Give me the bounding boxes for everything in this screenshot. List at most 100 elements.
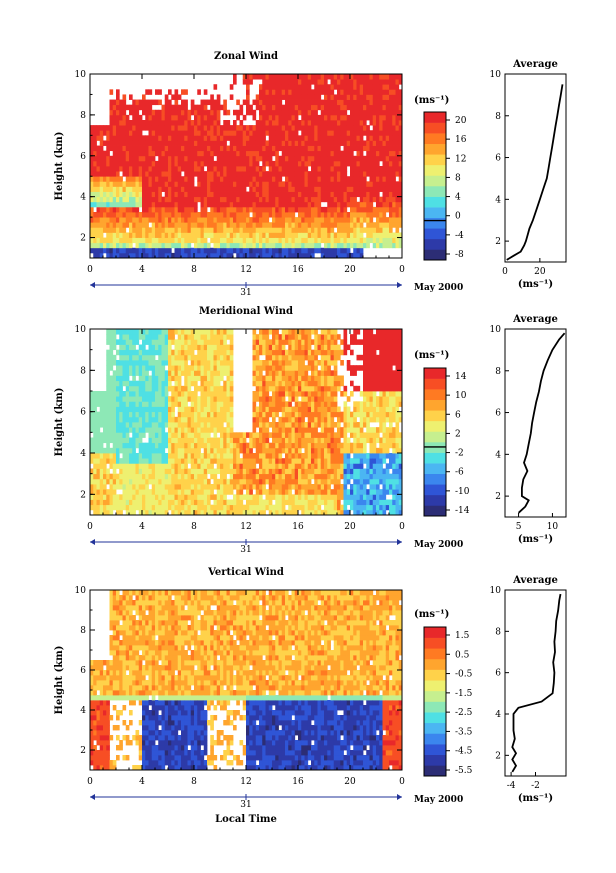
heatmap-cell xyxy=(372,145,377,152)
heatmap-cell xyxy=(275,499,279,506)
heatmap-cell xyxy=(363,74,367,80)
heatmap-cell xyxy=(138,217,143,223)
heatmap-cell xyxy=(242,494,247,500)
heatmap-cell xyxy=(177,453,182,459)
heatmap-cell xyxy=(151,130,156,136)
heatmap-cell xyxy=(122,422,127,428)
heatmap-cell xyxy=(259,349,263,356)
heatmap-cell xyxy=(210,391,214,397)
heatmap-cell xyxy=(96,432,101,438)
heatmap-cell xyxy=(109,494,114,500)
heatmap-cell xyxy=(353,104,357,111)
heatmap-cell xyxy=(398,114,403,121)
heatmap-cell xyxy=(164,212,169,218)
heatmap-cell xyxy=(119,391,123,397)
heatmap-cell xyxy=(359,74,364,80)
heatmap-cell xyxy=(109,458,114,464)
heatmap-cell xyxy=(395,212,400,218)
heatmap-cell xyxy=(164,191,169,198)
heatmap-cell xyxy=(151,468,156,475)
heatmap-cell xyxy=(304,206,309,213)
heatmap-cell xyxy=(148,463,153,469)
heatmap-cell xyxy=(262,453,266,459)
heatmap-cell xyxy=(382,99,387,106)
heatmap-cell xyxy=(337,217,341,223)
heatmap-cell xyxy=(272,237,276,244)
heatmap-cell xyxy=(272,478,276,485)
heatmap-cell xyxy=(187,509,192,516)
heatmap-cell xyxy=(275,176,279,182)
heatmap-cell xyxy=(314,130,318,136)
heatmap-cell xyxy=(116,227,120,233)
colorbar-swatch xyxy=(424,133,446,145)
heatmap-cell xyxy=(220,160,224,167)
heatmap-cell xyxy=(106,181,110,187)
heatmap-cell xyxy=(229,406,234,413)
heatmap-cell xyxy=(301,94,305,100)
heatmap-cell xyxy=(151,171,156,177)
heatmap-cell xyxy=(181,468,185,475)
heatmap-cell xyxy=(285,145,289,152)
heatmap-cell xyxy=(177,145,182,152)
heatmap-cell xyxy=(288,232,292,238)
heatmap-cell xyxy=(311,237,315,244)
heatmap-cell xyxy=(135,365,140,371)
heatmap-cell xyxy=(197,370,201,376)
heatmap-cell xyxy=(158,125,162,131)
heatmap-cell xyxy=(129,135,133,141)
heatmap-cell xyxy=(229,196,234,203)
heatmap-cell xyxy=(151,509,156,516)
heatmap-cell xyxy=(93,411,97,418)
heatmap-cell xyxy=(236,140,240,146)
heatmap-cell xyxy=(177,432,182,438)
heatmap-cell xyxy=(161,109,166,116)
heatmap-cell xyxy=(382,74,387,80)
heatmap-cell xyxy=(265,396,270,402)
heatmap-cell xyxy=(181,339,185,345)
heatmap-cell xyxy=(327,166,331,172)
heatmap-cell xyxy=(161,339,166,345)
heatmap-cell xyxy=(197,396,201,402)
heatmap-cell xyxy=(90,401,94,407)
heatmap-cell xyxy=(164,247,169,254)
heatmap-cell xyxy=(301,237,305,244)
heatmap-cell xyxy=(392,206,396,213)
heatmap-cell xyxy=(285,99,289,106)
colorbar-swatch xyxy=(424,154,446,166)
heatmap-cell xyxy=(278,252,283,259)
heatmap-cell xyxy=(181,109,185,116)
heatmap-cell xyxy=(155,360,159,366)
heatmap-cell xyxy=(164,473,169,480)
heatmap-cell xyxy=(138,227,143,233)
heatmap-cell xyxy=(122,427,127,433)
heatmap-cell xyxy=(226,463,231,469)
heatmap-cell xyxy=(109,489,114,495)
heatmap-cell xyxy=(138,145,143,152)
heatmap-cell xyxy=(242,468,247,475)
heatmap-cell xyxy=(398,94,403,100)
heatmap-cell xyxy=(268,84,273,90)
heatmap-cell xyxy=(106,232,110,238)
heatmap-cell xyxy=(275,365,279,371)
heatmap-cell xyxy=(213,401,218,407)
heatmap-cell xyxy=(314,109,318,116)
heatmap-cell xyxy=(294,201,299,208)
heatmap-cell xyxy=(262,201,266,208)
heatmap-cell xyxy=(272,217,276,223)
heatmap-cell xyxy=(125,380,130,387)
heatmap-cell xyxy=(96,468,101,475)
heatmap-cell xyxy=(275,458,279,464)
heatmap-cell xyxy=(132,349,136,356)
colorbar-swatch xyxy=(424,186,446,197)
heatmap-cell xyxy=(194,186,198,192)
heatmap-cell xyxy=(337,196,341,203)
heatmap-cell xyxy=(142,135,146,141)
heatmap-cell xyxy=(184,380,188,387)
heatmap-cell xyxy=(285,120,289,126)
heatmap-cell xyxy=(129,201,133,208)
heatmap-cell xyxy=(265,442,270,449)
heatmap-cell xyxy=(158,411,162,418)
heatmap-cell xyxy=(93,242,97,249)
heatmap-cell xyxy=(226,442,231,449)
heatmap-cell xyxy=(236,247,240,254)
